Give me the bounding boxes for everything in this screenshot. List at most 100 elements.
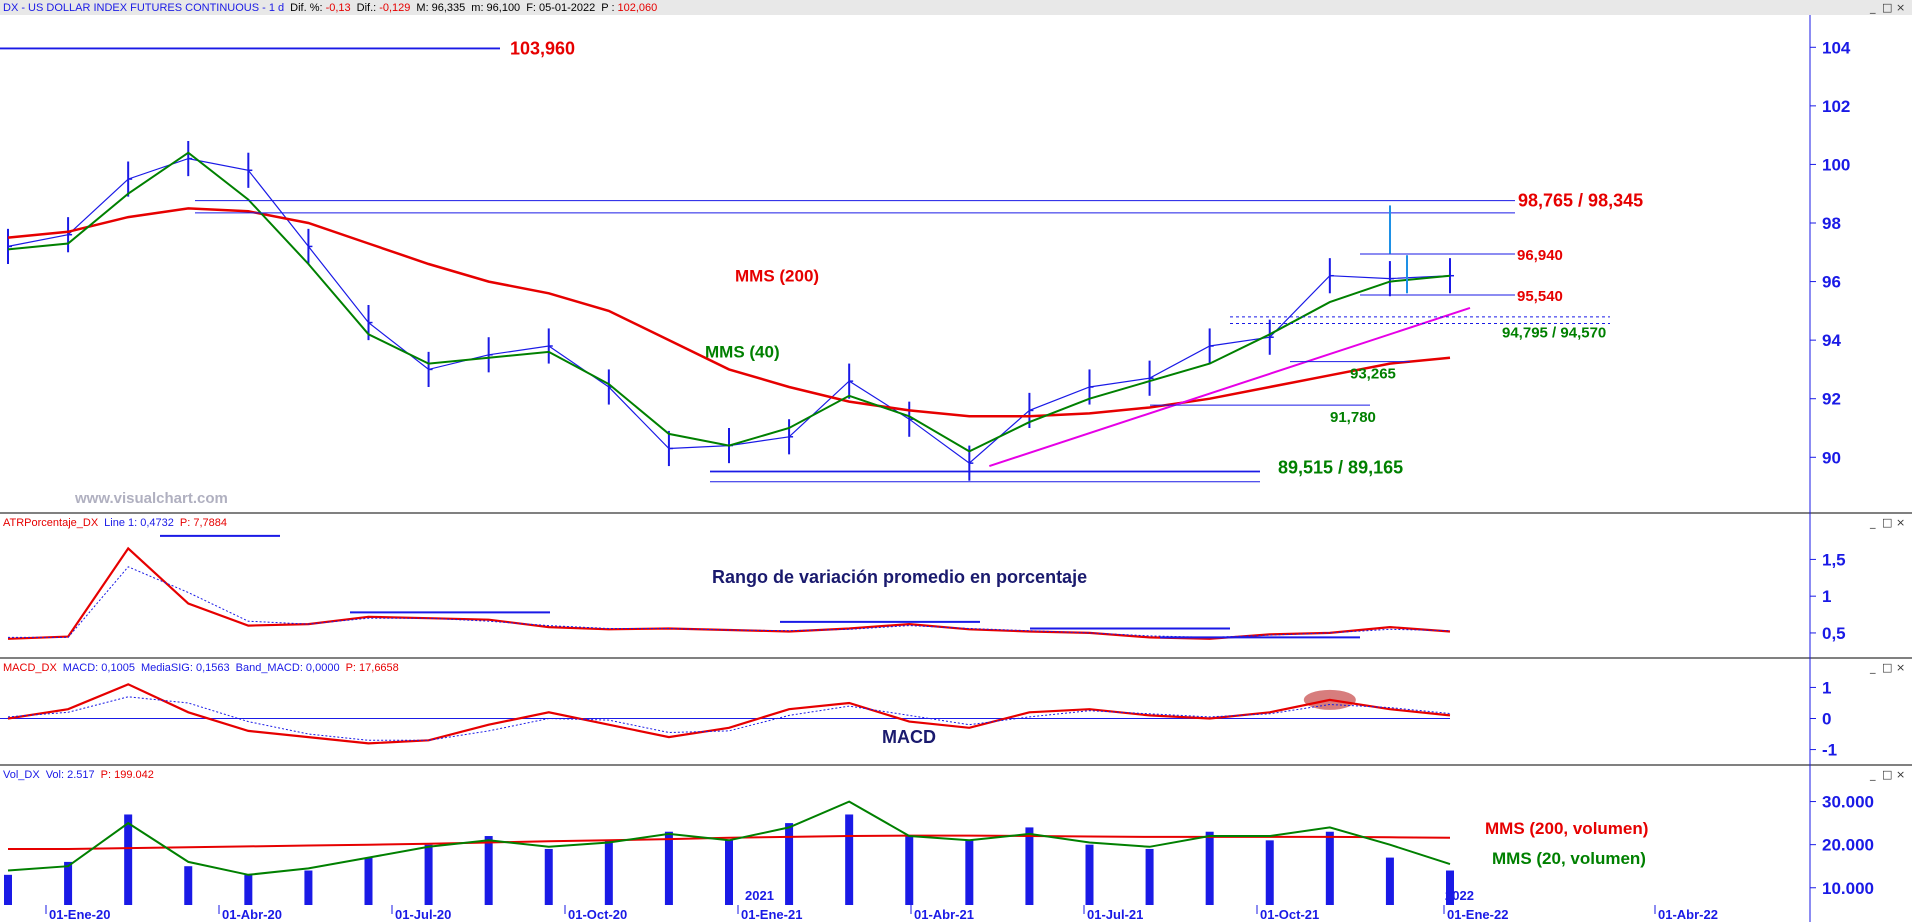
y-tick-label: 92 xyxy=(1822,390,1841,409)
close-icon[interactable]: × xyxy=(1896,1,1905,14)
volume-bar xyxy=(1446,870,1454,905)
y-tick-label: 1 xyxy=(1822,678,1831,697)
stat-label: M: xyxy=(416,2,428,14)
series-annotation: MMS (200) xyxy=(735,267,819,286)
stat-label: F: xyxy=(526,2,536,14)
minimize-icon[interactable]: _ xyxy=(1869,768,1876,781)
stat-label: m: xyxy=(471,2,483,14)
volume-bar xyxy=(184,866,193,905)
y-tick-label: 0 xyxy=(1822,710,1831,729)
chart-title: DX - US DOLLAR INDEX FUTURES CONTINUOUS … xyxy=(3,2,284,14)
series-annotation: MMS (20, volumen) xyxy=(1492,849,1646,868)
macd-panel: 1 0 -1 MACD xyxy=(0,678,1837,760)
atr-header: ATRPorcentaje_DX Line 1: 0,4732 P: 7,7884 xyxy=(3,517,227,529)
x-tick-label: 01-Ene-22 xyxy=(1447,907,1508,922)
volume-bar xyxy=(1385,857,1394,905)
header-field: P: 17,6658 xyxy=(346,662,399,674)
y-tick-label: 10.000 xyxy=(1822,879,1874,898)
volume-bar xyxy=(1205,831,1214,905)
header-field: Band_MACD: 0,0000 xyxy=(236,662,340,674)
y-tick-label: 96 xyxy=(1822,273,1841,292)
close-icon[interactable]: × xyxy=(1896,768,1905,781)
minimize-icon[interactable]: _ xyxy=(1869,1,1876,14)
x-tick-label: 01-Jul-21 xyxy=(1087,907,1143,922)
y-tick-label: 90 xyxy=(1822,448,1841,467)
x-axis: 01-Ene-20 01-Abr-20 01-Jul-20 01-Oct-20 01-E… xyxy=(45,888,1718,922)
volume-bar xyxy=(4,874,12,905)
volume-bar xyxy=(1145,848,1154,905)
volume-bar xyxy=(604,840,613,905)
close-icon[interactable]: × xyxy=(1896,516,1905,529)
y-tick-label: -1 xyxy=(1822,741,1837,760)
header-field: MACD: 0,1005 xyxy=(63,662,135,674)
mms40-line xyxy=(7,151,1451,453)
macd-line xyxy=(7,683,1451,745)
atr-title: Rango de variación promedio en porcentaj… xyxy=(712,567,1087,587)
stat-value: -0,13 xyxy=(326,2,351,14)
x-tick-label: 01-Abr-22 xyxy=(1658,907,1718,922)
x-tick-label: 01-Abr-21 xyxy=(914,907,974,922)
y-tick-label: 104 xyxy=(1822,38,1851,57)
stat-value: 05-01-2022 xyxy=(539,2,595,14)
stat-label: Dif.: xyxy=(357,2,377,14)
x-tick-label: 01-Oct-20 xyxy=(568,907,627,922)
volume-bar xyxy=(1325,831,1334,905)
x-year-mark: 2021 xyxy=(745,888,774,903)
volume-bar xyxy=(124,814,133,905)
close-icon[interactable]: × xyxy=(1896,661,1905,674)
atr-window-buttons[interactable]: _ □ × xyxy=(1869,516,1905,529)
volume-bar xyxy=(304,870,313,905)
level-label: 95,540 xyxy=(1517,288,1563,305)
stat-label: Dif. %: xyxy=(290,2,322,14)
y-tick-label: 1,5 xyxy=(1822,550,1846,569)
stat-value: 102,060 xyxy=(618,2,658,14)
volume-bar xyxy=(664,831,673,905)
maximize-icon[interactable]: □ xyxy=(1882,516,1892,529)
header-field: P: 7,7884 xyxy=(180,517,227,529)
x-tick-label: 01-Oct-21 xyxy=(1260,907,1319,922)
volume-bar xyxy=(1265,840,1274,905)
maximize-icon[interactable]: □ xyxy=(1882,1,1892,14)
volume-mms20-line xyxy=(7,800,1451,876)
y-tick-label: 20.000 xyxy=(1822,836,1874,855)
y-tick-label: 100 xyxy=(1822,155,1850,174)
header-field: Vol: 2.517 xyxy=(46,769,95,781)
minimize-icon[interactable]: _ xyxy=(1869,661,1876,674)
header-field: MediaSIG: 0,1563 xyxy=(141,662,230,674)
volume-bar xyxy=(484,836,493,905)
macd-window-buttons[interactable]: _ □ × xyxy=(1869,661,1905,674)
y-tick-label: 0,5 xyxy=(1822,624,1846,643)
macd-signal-line xyxy=(7,696,1451,741)
level-label: 91,780 xyxy=(1330,409,1376,426)
price-window-buttons[interactable]: _ □ × xyxy=(1869,1,1905,14)
volume-bar xyxy=(905,836,914,905)
volume-bar xyxy=(64,861,73,905)
atr-line xyxy=(7,546,1451,640)
trendline xyxy=(989,306,1471,468)
volume-bar xyxy=(845,814,854,905)
volume-bar xyxy=(1025,827,1034,905)
header-field: Vol_DX xyxy=(3,769,40,781)
x-tick-label: 01-Jul-20 xyxy=(395,907,451,922)
series-annotation: MMS (200, volumen) xyxy=(1485,819,1648,838)
volume-bar xyxy=(1085,844,1094,905)
volume-bar xyxy=(785,823,794,905)
y-tick-label: 102 xyxy=(1822,97,1850,116)
stat-label: P : xyxy=(601,2,614,14)
y-tick-label: 30.000 xyxy=(1822,793,1874,812)
atr-signal-line xyxy=(8,566,1451,638)
maximize-icon[interactable]: □ xyxy=(1882,768,1892,781)
maximize-icon[interactable]: □ xyxy=(1882,661,1892,674)
volume-panel: 30.000 20.000 10.000 MMS (200, volumen) MMS … xyxy=(4,793,1874,905)
x-tick-label: 01-Ene-20 xyxy=(49,907,110,922)
header-field: ATRPorcentaje_DX xyxy=(3,517,99,529)
volume-bar xyxy=(244,874,253,905)
volume-window-buttons[interactable]: _ □ × xyxy=(1869,768,1905,781)
level-label: 89,515 / 89,165 xyxy=(1278,457,1403,477)
x-tick-label: 01-Ene-21 xyxy=(741,907,802,922)
y-tick-label: 98 xyxy=(1822,214,1841,233)
header-field: MACD_DX xyxy=(3,662,57,674)
stat-value: -0,129 xyxy=(379,2,410,14)
minimize-icon[interactable]: _ xyxy=(1869,516,1876,529)
